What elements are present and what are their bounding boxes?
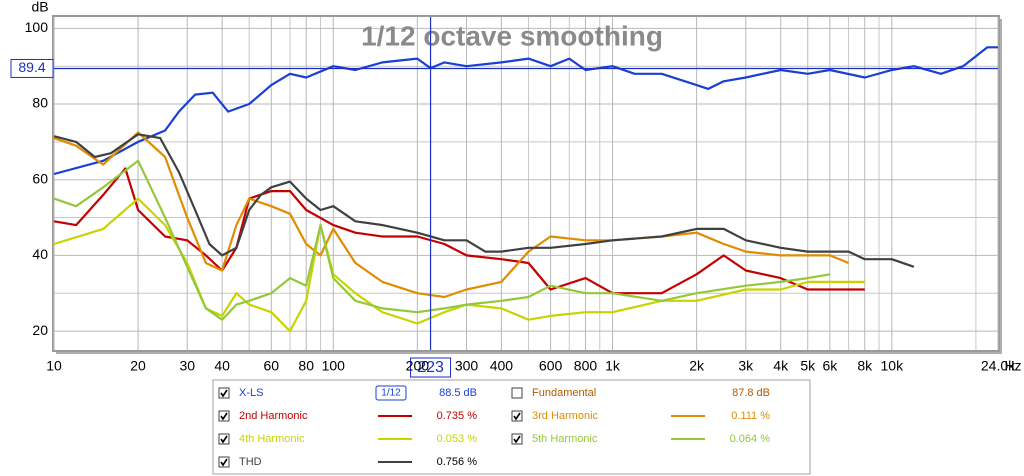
x-tick-label: 10k	[881, 358, 905, 374]
x-tick-label: 6k	[822, 358, 838, 374]
series-line	[53, 131, 850, 299]
legend-value: 88.5 dB	[439, 387, 477, 399]
series-line	[53, 159, 831, 321]
x-tick-label: 300	[455, 358, 479, 374]
legend-value: 0.735 %	[437, 410, 478, 422]
smoothing-icon-box	[375, 385, 407, 401]
legend-name: Fundamental	[532, 387, 596, 399]
legend-value: 0.053 %	[437, 433, 478, 445]
y-axis-label: dB	[31, 0, 48, 15]
legend-value: 0.064 %	[730, 433, 771, 445]
x-tick-label: 20	[130, 358, 146, 374]
legend-name: 5th Harmonic	[532, 433, 598, 445]
x-tick-label: 800	[574, 358, 598, 374]
legend-checkbox	[511, 387, 523, 399]
x-axis-label: Hz	[1004, 358, 1021, 374]
cursor-x-label: 223	[417, 359, 444, 376]
x-tick-label: 400	[490, 358, 514, 374]
x-tick-label: 2k	[689, 358, 705, 374]
legend-checkbox	[218, 387, 230, 399]
y-tick-label: 20	[32, 322, 48, 338]
legend-name: 2nd Harmonic	[239, 410, 308, 422]
cursor-x-box	[410, 357, 452, 378]
legend-value: 87.8 dB	[732, 387, 770, 399]
x-tick-label: 40	[214, 358, 230, 374]
curves	[53, 46, 998, 333]
y-tick-label: 80	[32, 95, 48, 111]
y-tick-label: 40	[32, 246, 48, 262]
x-tick-label: 10	[46, 358, 62, 374]
smoothing-icon: 1/12	[381, 388, 401, 399]
legend-value: 0.756 %	[437, 456, 478, 468]
legend-checkbox	[218, 410, 230, 422]
x-tick-label: 4k	[773, 358, 789, 374]
chart-title: 1/12 octave smoothing	[361, 20, 663, 51]
legend-checkbox	[218, 456, 230, 468]
legend-name: 3rd Harmonic	[532, 410, 599, 422]
x-tick-label: 80	[298, 358, 314, 374]
x-tick-label: 200	[406, 358, 430, 374]
x-tick-label: 600	[539, 358, 563, 374]
legend-check	[513, 412, 521, 421]
legend-checkbox	[511, 433, 523, 445]
series-line	[53, 133, 915, 268]
legend-check	[220, 412, 228, 421]
series-line	[53, 167, 865, 295]
x-tick-label: 8k	[857, 358, 873, 374]
x-tick-label: 30	[179, 358, 195, 374]
x-tick-label: 3k	[738, 358, 754, 374]
legend-name: 4th Harmonic	[239, 433, 305, 445]
legend-check	[220, 389, 228, 398]
cursor: 89.4 223	[10, 17, 998, 378]
legend-checkbox	[218, 433, 230, 445]
legend-value: 0.111 %	[731, 410, 770, 422]
legend-name: X-LS	[239, 387, 263, 399]
x-tick-label: 100	[322, 358, 346, 374]
y-tick-label: 60	[32, 170, 48, 186]
cursor-y-label: 89.4	[18, 59, 45, 75]
cursor-y-box	[10, 58, 54, 78]
x-tick-label: 1k	[605, 358, 621, 374]
x-tick-label: 24.0k	[981, 358, 1016, 374]
x-tick-label: 60	[264, 358, 280, 374]
legend-check	[220, 435, 228, 444]
legend-check	[513, 435, 521, 444]
legend: X-LS 1/12 88.5 dB 2nd Harmonic 0.735 % 3rd Ha…	[218, 385, 771, 468]
x-tick-label: 5k	[800, 358, 816, 374]
series-line	[53, 46, 998, 176]
y-tick-label: 100	[25, 19, 49, 35]
legend-check	[220, 458, 228, 467]
legend-name: THD	[239, 456, 262, 468]
legend-checkbox	[511, 410, 523, 422]
